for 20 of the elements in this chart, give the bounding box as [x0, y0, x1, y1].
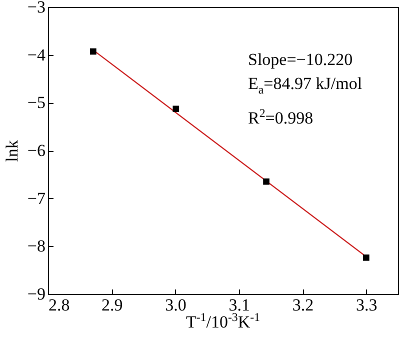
- point: [172, 106, 180, 112]
- annotation: R$^{2}$=0.998: [248, 105, 314, 130]
- x-tick-label: 3.3: [356, 296, 378, 314]
- point: [263, 178, 270, 185]
- annotation: E$_{a}$=84.97 kJ/mol: [248, 73, 362, 98]
- y-tick-label: −3: [27, 0, 46, 16]
- x-tick-label: 3.0: [165, 296, 186, 314]
- y-tick-label: −6: [27, 141, 46, 160]
- x-tick-label: 2.8: [48, 296, 70, 314]
- y-tick-label: −8: [27, 236, 46, 256]
- annotation: Slope=−10.220: [248, 49, 354, 71]
- x-tick-label: 3.2: [292, 296, 314, 314]
- y-tick-label: −9: [27, 284, 46, 304]
- point: [90, 48, 96, 55]
- y-axis-title: lnk: [2, 140, 22, 162]
- x-tick-label: 2.9: [102, 296, 123, 314]
- point: [363, 254, 370, 261]
- y-tick-label: −7: [27, 188, 46, 208]
- y-tick-label: −4: [27, 45, 46, 64]
- y-tick-label: −5: [27, 93, 46, 112]
